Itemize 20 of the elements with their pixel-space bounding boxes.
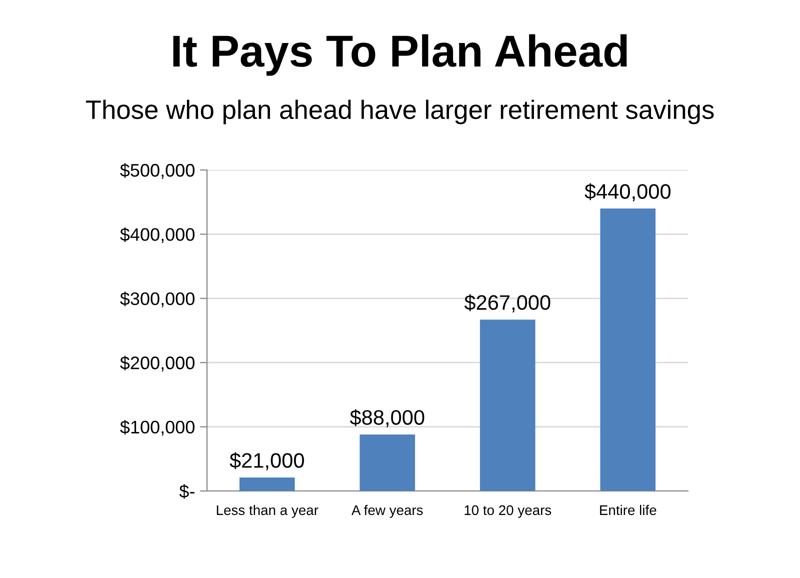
data-label: $21,000 (230, 452, 304, 470)
y-tick-label: $200,000 (120, 356, 194, 372)
data-label: $440,000 (584, 183, 671, 202)
bar (360, 434, 416, 491)
data-label: $88,000 (350, 409, 424, 428)
chart-subtitle: Those who plan ahead have larger retirement savings (86, 100, 714, 124)
y-tick-label: $400,000 (120, 227, 194, 244)
data-label: $267,000 (464, 294, 550, 312)
x-tick-label: 10 to 20 years (464, 505, 552, 518)
y-tick-label: $100,000 (120, 420, 194, 436)
bar (600, 208, 656, 491)
bar (480, 320, 536, 491)
y-tick-label: $500,000 (120, 163, 194, 179)
chart-title: It Pays To Plan Ahead (173, 34, 627, 76)
x-tick-label: Entire life (600, 504, 656, 516)
x-tick-label: Less than a year (216, 504, 318, 518)
bar (239, 478, 295, 491)
y-tick-label: $- (179, 484, 194, 499)
y-tick-label: $300,000 (120, 292, 194, 308)
x-tick-label: A few years (352, 504, 423, 518)
